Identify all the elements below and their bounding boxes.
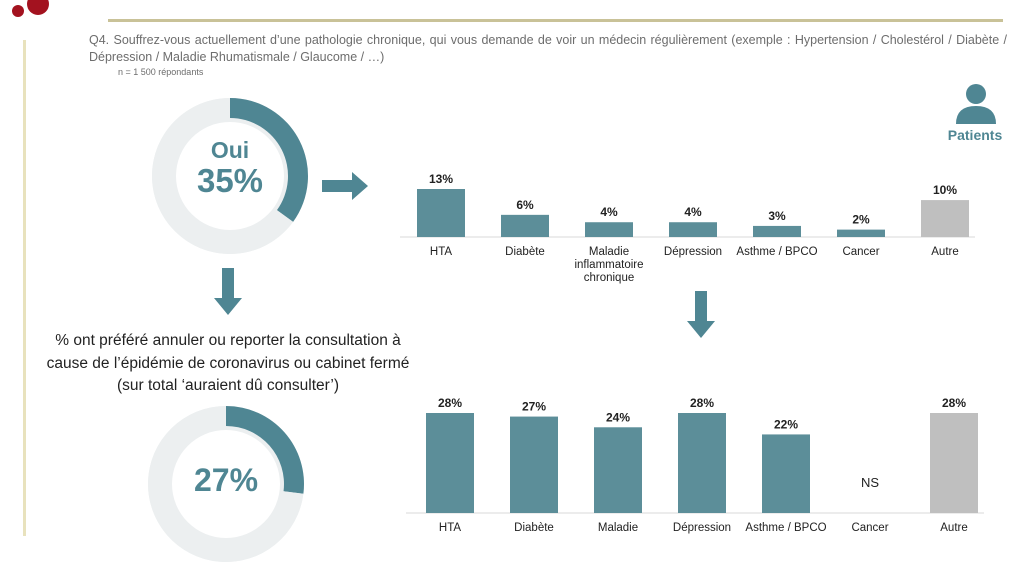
- header-rule: [108, 19, 1003, 22]
- pathology-category-label-6: Autre: [931, 246, 959, 258]
- pathology-category-label-4: Asthme / BPCO: [736, 246, 817, 258]
- cancel-category-label-0: HTA: [439, 522, 461, 534]
- cancel-value-label-5: NS: [861, 475, 879, 490]
- cancel-category-label-4: Asthme / BPCO: [745, 522, 826, 534]
- donut-main-slice-0: [230, 98, 308, 222]
- cancel-category-label-1: Diabète: [514, 522, 554, 534]
- pathology-category-label-1: Diabète: [505, 246, 545, 258]
- pathology-category-label-2: inflammatoire: [574, 259, 643, 271]
- pathology-value-label-3: 4%: [684, 205, 702, 219]
- donut-main-value: 35%: [196, 162, 264, 199]
- pathology-bar-4: [753, 225, 801, 237]
- donut-chart-cancel: [148, 406, 304, 562]
- pathology-value-label-4: 3%: [768, 209, 786, 223]
- cancel-value-label-1: 27%: [522, 400, 546, 414]
- cancel-bar-1: [510, 416, 558, 513]
- cancel-value-label-2: 24%: [606, 410, 630, 424]
- bar-chart-cancellations: 28% HTA 27% Diabète 24% Maladie 28% Dépression 2…: [406, 396, 984, 534]
- logo-dot-small: [12, 5, 24, 17]
- pathology-value-label-2: 4%: [600, 205, 618, 219]
- logo-dot-large: [27, 0, 49, 15]
- cancel-category-label-5: Cancer: [851, 522, 888, 534]
- cancel-category-label-2: Maladie: [598, 522, 638, 534]
- bar-chart-pathologies: 13% HTA 6% Diabète 4% Maladieinflammatoirechr…: [400, 172, 975, 284]
- pathology-bar-6: [921, 200, 969, 237]
- cancel-value-label-0: 28%: [438, 396, 462, 410]
- pathology-bar-0: [417, 189, 465, 237]
- audience-label: Patients: [947, 127, 1003, 143]
- pathology-value-label-6: 10%: [933, 183, 957, 197]
- pathology-bar-3: [669, 222, 717, 237]
- donut-chart-main: [152, 98, 308, 255]
- arrow-right-icon: [322, 172, 368, 200]
- pathology-bar-2: [585, 222, 633, 237]
- pathology-value-label-1: 6%: [516, 198, 534, 212]
- person-icon: [956, 84, 996, 124]
- question-text: Q4. Souffrez-vous actuellement d’une pat…: [89, 33, 1007, 64]
- logo: [12, 0, 49, 17]
- donut-cancel-hole: [172, 430, 280, 538]
- arrow-down-icon: [214, 268, 242, 315]
- pathology-category-label-2: chronique: [584, 272, 635, 284]
- pathology-category-label-3: Dépression: [664, 246, 722, 258]
- pathology-category-label-0: HTA: [430, 246, 452, 258]
- cancel-value-label-6: 28%: [942, 396, 966, 410]
- cancel-bar-3: [678, 413, 726, 513]
- pathology-bar-5: [837, 229, 885, 237]
- pathology-value-label-5: 2%: [852, 213, 870, 227]
- donut-main-label: Oui: [210, 137, 250, 163]
- donut-cancel-slice-0: [226, 406, 304, 494]
- pathology-category-label-5: Cancer: [842, 246, 879, 258]
- cancel-category-label-3: Dépression: [673, 522, 731, 534]
- cancel-bar-4: [762, 434, 810, 513]
- cancel-bar-2: [594, 427, 642, 513]
- cancel-bar-6: [930, 413, 978, 513]
- arrow-down-icon: [687, 291, 715, 338]
- donut-main-hole: [176, 122, 284, 230]
- pathology-value-label-0: 13%: [429, 172, 453, 186]
- cancel-category-label-6: Autre: [940, 522, 968, 534]
- donut-cancel-value: 27%: [193, 462, 259, 498]
- cancel-value-label-3: 28%: [690, 396, 714, 410]
- cancel-bar-0: [426, 413, 474, 513]
- left-border-line: [23, 40, 26, 536]
- pathology-bar-1: [501, 214, 549, 237]
- cancel-value-label-4: 22%: [774, 417, 798, 431]
- cancellation-statement: % ont préféré annuler ou reporter la con…: [46, 332, 410, 394]
- pathology-category-label-2: Maladie: [589, 246, 629, 258]
- respondent-count: n = 1 500 répondants: [118, 67, 204, 77]
